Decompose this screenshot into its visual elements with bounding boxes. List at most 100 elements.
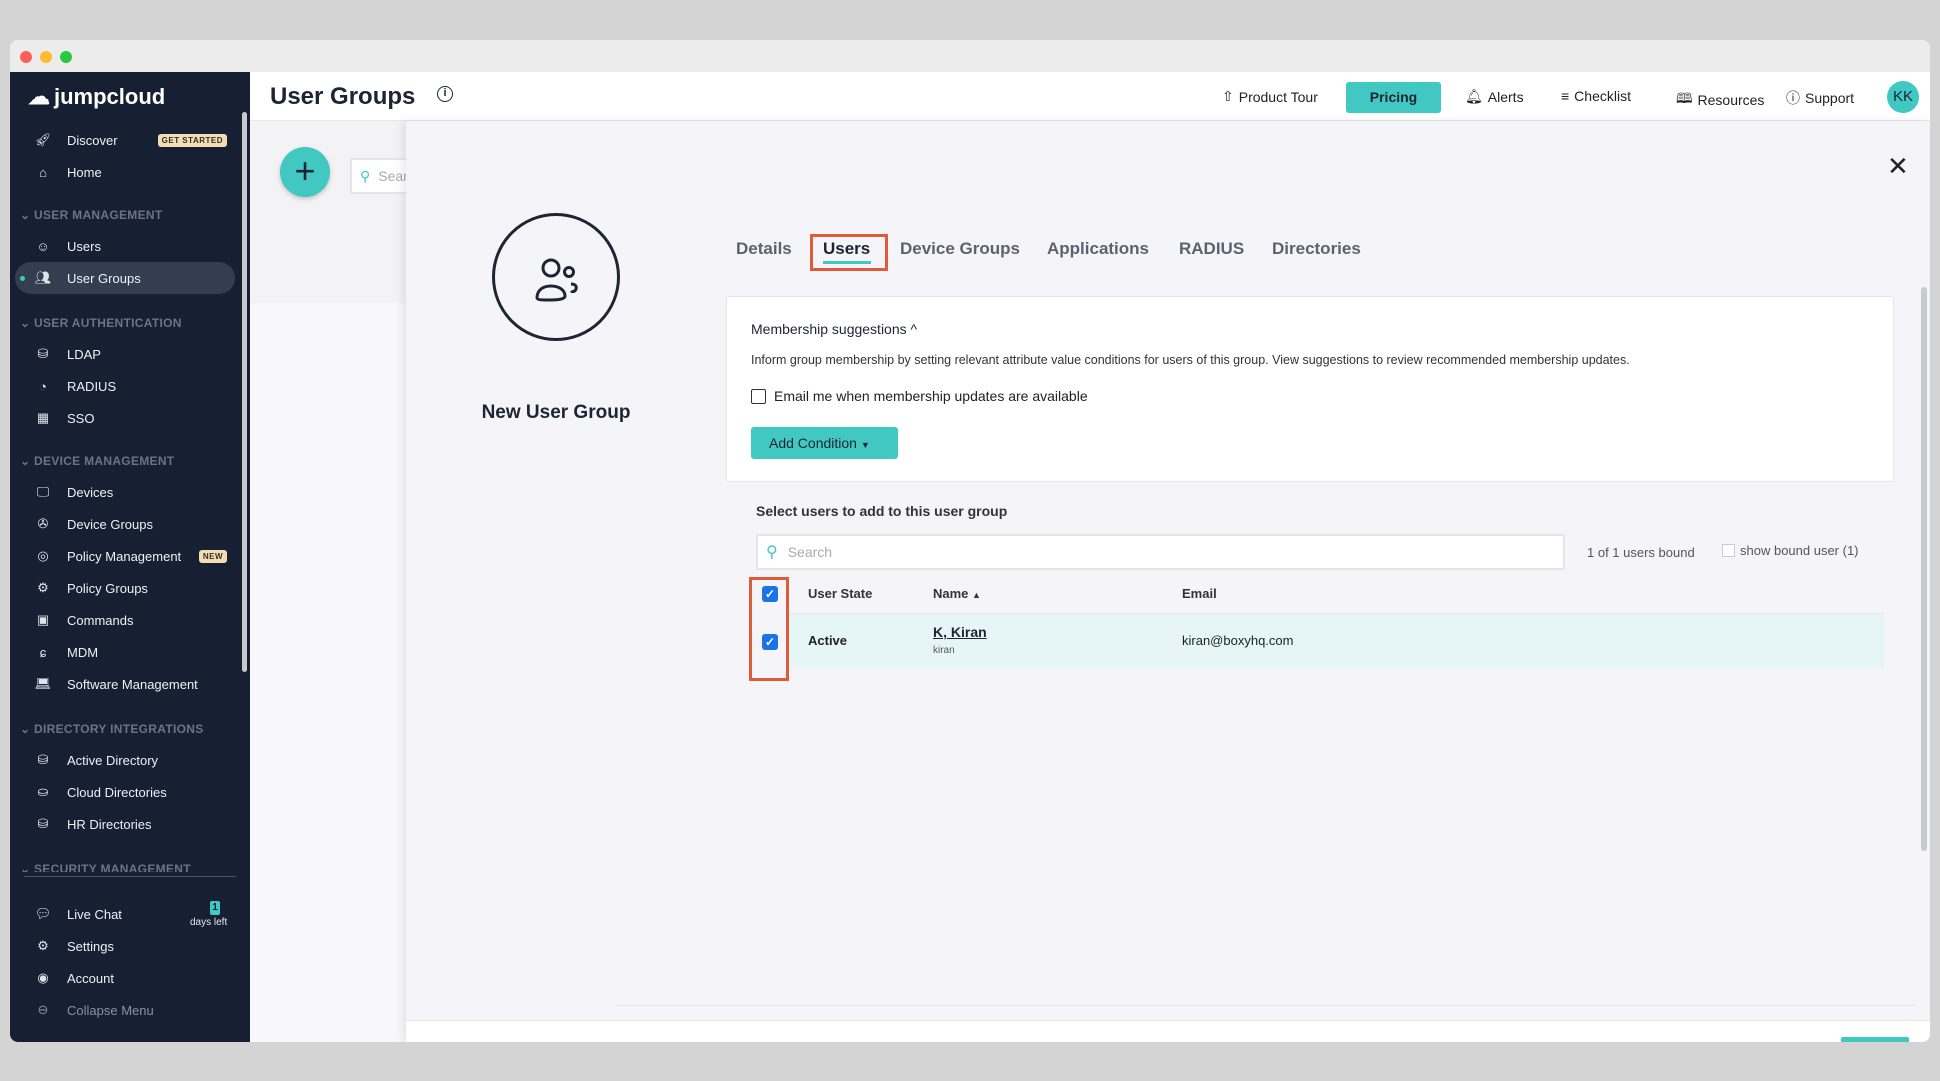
link-label: Support: [1805, 90, 1855, 106]
checkbox-label: Email me when membership updates are ava…: [774, 388, 1088, 404]
membership-title: Membership suggestions: [751, 321, 907, 337]
tab-radius[interactable]: RADIUS: [1179, 239, 1245, 258]
sidebar-item-users[interactable]: ☺ Users: [15, 230, 235, 262]
top-header: User Groups i ⇧ Product Tour Pricing 🔔︎ Al…: [250, 72, 1930, 121]
jumpcloud-logo[interactable]: ☁ jumpcloud: [28, 84, 165, 110]
alerts-link[interactable]: 🔔︎ Alerts: [1465, 88, 1524, 105]
info-icon[interactable]: i: [437, 86, 453, 102]
user-state: Active: [808, 633, 848, 648]
section-directory-integrations[interactable]: ⌄ DIRECTORY INTEGRATIONS: [20, 722, 204, 736]
column-user-state[interactable]: User State: [808, 586, 873, 601]
help-icon: ⓘ: [1786, 90, 1800, 106]
select-all-checkbox[interactable]: ✓: [762, 585, 778, 603]
sidebar-item-home[interactable]: ⌂ Home: [15, 156, 235, 188]
panel-scrollbar[interactable]: [1921, 287, 1927, 851]
resources-link[interactable]: 🕮︎ Resources: [1676, 88, 1764, 112]
panel-footer: cancel save: [406, 1020, 1930, 1042]
trial-days-label: days left: [190, 917, 228, 928]
add-condition-button[interactable]: Add Condition ▼: [751, 427, 898, 459]
sidebar-item-label: Collapse Menu: [67, 1002, 154, 1018]
user-icon: ☺: [36, 238, 50, 254]
cloud-logo-icon: ☁: [28, 84, 50, 109]
email-updates-checkbox[interactable]: [751, 388, 766, 404]
add-group-button[interactable]: +: [280, 147, 330, 197]
new-group-panel: ✕ New User Group Details Users Device Gr…: [406, 121, 1930, 1042]
hr-db-icon: ⛁: [37, 816, 49, 831]
table-row[interactable]: ✓ Active K, Kiran kiran kiran@boxyhq.com: [762, 614, 1884, 669]
show-bound-user-option[interactable]: show bound user (1): [1722, 543, 1859, 558]
close-panel-icon[interactable]: ✕: [1887, 151, 1909, 181]
radius-icon: ◔: [39, 378, 47, 394]
users-icon: [535, 258, 578, 302]
sidebar-item-settings[interactable]: ⚙ Settings: [15, 930, 235, 962]
product-tour-link[interactable]: ⇧ Product Tour: [1222, 88, 1318, 105]
sidebar-item-devices[interactable]: 🖵︎ Devices: [15, 476, 235, 508]
show-bound-checkbox[interactable]: [1722, 544, 1735, 557]
sidebar-item-collapse-menu[interactable]: ⊖ Collapse Menu: [15, 994, 235, 1026]
section-title: USER MANAGEMENT: [34, 208, 163, 222]
search-icon: ⚲: [766, 544, 778, 561]
save-button[interactable]: save: [1841, 1037, 1909, 1042]
support-link[interactable]: ⓘ Support: [1786, 88, 1854, 108]
sidebar-item-device-groups[interactable]: ✇ Device Groups: [15, 508, 235, 540]
sidebar-item-cloud-directories[interactable]: ⛀ Cloud Directories: [15, 776, 235, 808]
maximize-window-button[interactable]: [60, 51, 72, 63]
highlight-box-checkboxes: [749, 577, 789, 681]
sidebar-item-label: RADIUS: [67, 378, 117, 394]
pricing-button[interactable]: Pricing: [1346, 82, 1441, 113]
sidebar-item-policy-groups[interactable]: ⚙ Policy Groups: [15, 572, 235, 604]
tab-device-groups[interactable]: Device Groups: [900, 239, 1020, 258]
sidebar-item-discover[interactable]: 🚀︎ Discover GET STARTED: [15, 124, 235, 156]
link-label: Product Tour: [1238, 88, 1318, 105]
sidebar-item-radius[interactable]: ◔ RADIUS: [15, 370, 235, 402]
list-icon: ≡: [1561, 88, 1570, 104]
close-window-button[interactable]: [20, 51, 32, 63]
user-name-link[interactable]: K, Kiran: [933, 624, 987, 640]
caret-down-icon: ▼: [860, 440, 870, 450]
header-divider: [789, 613, 1884, 614]
email-updates-option[interactable]: Email me when membership updates are ava…: [751, 388, 1088, 404]
user-avatar[interactable]: KK: [1887, 81, 1919, 113]
sidebar-item-live-chat[interactable]: 💬︎ Live Chat: [15, 898, 235, 930]
home-icon: ⌂: [39, 164, 47, 180]
check-icon: ✓: [762, 586, 778, 602]
sidebar-item-account[interactable]: ◉ Account: [15, 962, 235, 994]
sidebar-item-user-groups[interactable]: 👥︎ User Groups: [15, 262, 235, 294]
new-badge: NEW: [198, 549, 227, 563]
sidebar-item-label: MDM: [67, 644, 99, 660]
tab-users[interactable]: Users: [823, 239, 871, 258]
column-email[interactable]: Email: [1182, 586, 1217, 601]
tab-directories[interactable]: Directories: [1272, 239, 1361, 258]
section-device-management[interactable]: ⌄ DEVICE MANAGEMENT: [20, 454, 175, 468]
sidebar-scrollbar[interactable]: [242, 112, 247, 672]
check-icon: ✓: [762, 634, 778, 650]
checklist-link[interactable]: ≡ Checklist: [1561, 88, 1631, 104]
user-search-input[interactable]: ⚲ Search: [756, 534, 1565, 570]
sidebar-item-ldap[interactable]: ⛁ LDAP: [15, 338, 235, 370]
tab-details[interactable]: Details: [736, 239, 792, 258]
sidebar-item-mdm[interactable]: ɕ MDM: [15, 636, 235, 668]
sidebar-item-software-management[interactable]: 💻︎ Software Management: [15, 668, 235, 700]
minimize-window-button[interactable]: [40, 51, 52, 63]
select-users-heading: Select users to add to this user group: [756, 503, 1008, 519]
tab-applications[interactable]: Applications: [1047, 239, 1150, 258]
database-icon: ⛁: [37, 752, 49, 767]
checkbox-label: show bound user (1): [1740, 543, 1859, 558]
sidebar-item-sso[interactable]: ▦ SSO: [15, 402, 235, 434]
link-label: Checklist: [1574, 88, 1631, 104]
sidebar-item-active-directory[interactable]: ⛁ Active Directory: [15, 744, 235, 776]
cloud-db-icon: ⛀: [37, 784, 49, 799]
sidebar-item-policy-management[interactable]: ◎ Policy Management NEW: [15, 540, 235, 572]
sidebar-item-commands[interactable]: ▣ Commands: [15, 604, 235, 636]
row-checkbox[interactable]: ✓: [762, 633, 778, 651]
section-security-management[interactable]: ⌄ SECURITY MANAGEMENT: [20, 862, 191, 872]
grid-icon: ▦: [36, 410, 50, 425]
section-user-management[interactable]: ⌄ USER MANAGEMENT: [20, 208, 163, 222]
sidebar-item-hr-directories[interactable]: ⛁ HR Directories: [15, 808, 235, 840]
bell-icon: 🔔︎: [1465, 88, 1483, 104]
page-title: User Groups: [270, 83, 416, 110]
membership-suggestions-toggle[interactable]: Membership suggestions ^: [751, 321, 917, 337]
app-window: ☁ jumpcloud 🚀︎ Discover GET STARTED ⌂ Home ⌄…: [10, 40, 1930, 1042]
column-name[interactable]: Name ▲: [933, 586, 981, 601]
section-user-authentication[interactable]: ⌄ USER AUTHENTICATION: [20, 316, 182, 330]
